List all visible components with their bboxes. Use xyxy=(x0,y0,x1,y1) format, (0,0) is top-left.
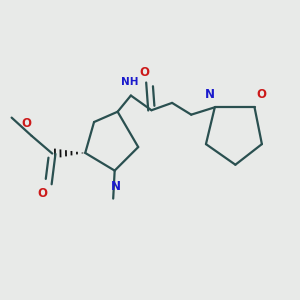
Text: O: O xyxy=(21,117,31,130)
Text: O: O xyxy=(139,66,149,79)
Text: NH: NH xyxy=(121,77,138,87)
Text: N: N xyxy=(206,88,215,101)
Text: N: N xyxy=(111,180,121,193)
Text: O: O xyxy=(37,187,47,200)
Text: O: O xyxy=(256,88,266,101)
